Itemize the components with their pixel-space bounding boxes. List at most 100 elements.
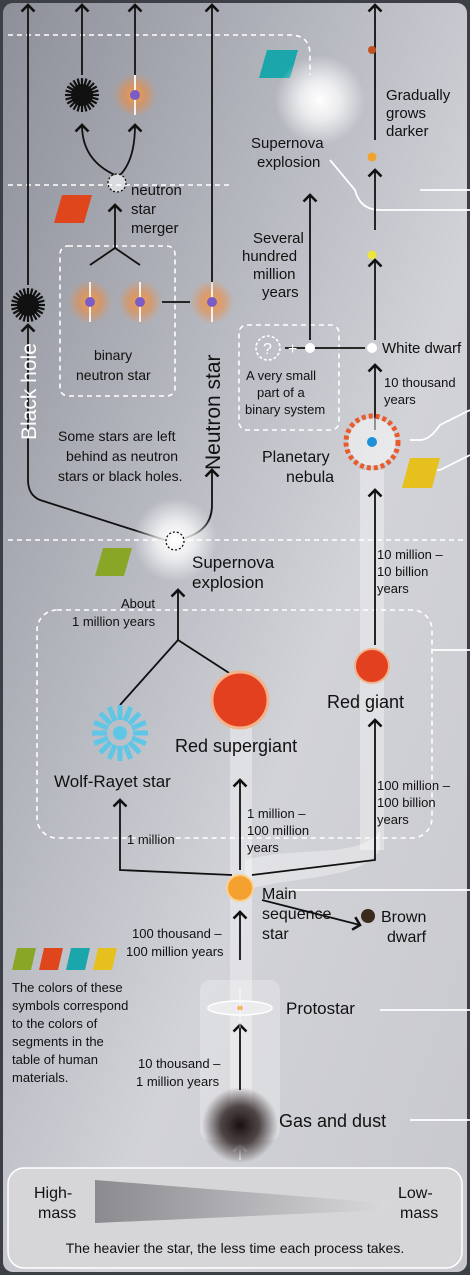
legend-note-5: table of human (12, 1052, 98, 1067)
mass-scale-panel (7, 1167, 463, 1269)
neutron-star-icon (113, 73, 157, 117)
legend-note-3: to the colors of (12, 1016, 98, 1031)
cooling-dot-yellow (367, 250, 377, 260)
left-behind-note-3: stars or black holes. (58, 468, 183, 484)
high-mass-label-2: mass (38, 1205, 76, 1222)
merger-label-1: neutron (131, 182, 182, 199)
gradually-label-1: Gradually (386, 87, 451, 104)
black-hole-icon (11, 288, 45, 322)
supernova-top-glow (275, 55, 365, 145)
mass-wedge (95, 1180, 385, 1223)
red-supergiant-icon (210, 670, 270, 730)
planetary-nebula-label-2: nebula (286, 469, 334, 486)
gradually-label-3: darker (386, 123, 429, 140)
high-mass-label-1: High- (34, 1185, 72, 1202)
hundred-million-label-4: years (262, 284, 299, 301)
one-million-range-3: years (247, 840, 279, 855)
supernova-top-label-1: Supernova (251, 135, 324, 152)
ten-million-label-3: years (377, 581, 409, 596)
unknown-companion-icon (255, 335, 281, 361)
legend-swatch-orange (39, 948, 63, 970)
hundred-million-label-1: Several (253, 230, 304, 247)
legend-note-1: The colors of these (12, 980, 123, 995)
legend-swatch-green (12, 948, 36, 970)
planetary-nebula-label-1: Planetary (262, 449, 330, 466)
wolf-rayet-icon (92, 705, 148, 761)
hundred-thousand-label-2: 100 million years (126, 944, 224, 959)
about-million-label-1: About (121, 596, 155, 611)
yellow-marker (402, 458, 440, 488)
wolf-rayet-label: Wolf-Rayet star (54, 772, 171, 791)
legend-note-6: materials. (12, 1070, 68, 1085)
main-sequence-label-1: Main (262, 886, 297, 903)
legend-note-4: segments in the (12, 1034, 104, 1049)
about-million-label-2: 1 million years (72, 614, 156, 629)
protostar-label: Protostar (286, 999, 355, 1018)
brown-dwarf-icon (361, 909, 375, 923)
supernova-main-label-2: explosion (192, 573, 264, 592)
hundred-million-label-3: million (253, 266, 296, 283)
ten-million-label-1: 10 million – (377, 547, 444, 562)
main-sequence-icon (226, 874, 254, 902)
left-behind-note-2: behind as neutron (66, 448, 178, 464)
cooling-dot-orange (367, 152, 377, 162)
hundred-thousand-label-1: 100 thousand – (132, 926, 222, 941)
plus-sign: + (288, 341, 297, 358)
binary-system-note-2: part of a (257, 385, 305, 400)
low-mass-label-1: Low- (398, 1185, 433, 1202)
orange-marker (54, 195, 92, 223)
neutron-star-label: Neutron star (202, 354, 225, 470)
legend-swatches (12, 948, 117, 970)
gas-and-dust-cloud (202, 1087, 278, 1163)
supernova-main-glow (133, 498, 217, 582)
ten-thousand-million-label-1: 10 thousand – (138, 1056, 221, 1071)
neutron-star-icon (118, 280, 162, 324)
black-hole-top-icon (65, 78, 99, 112)
binary-companion-dot (305, 343, 315, 353)
merger-label-3: merger (131, 220, 179, 237)
ten-million-label-2: 10 billion (377, 564, 428, 579)
red-supergiant-label: Red supergiant (175, 736, 297, 756)
white-dwarf-dot (367, 343, 377, 353)
merger-label-2: star (131, 201, 156, 218)
cooling-dot-dark (368, 46, 376, 54)
background-panel (3, 3, 467, 1272)
green-marker (95, 548, 132, 576)
brown-dwarf-label-2: dwarf (387, 929, 427, 946)
merger-node (107, 173, 127, 193)
one-million-range-2: 100 million (247, 823, 309, 838)
one-million-label: 1 million (127, 832, 175, 847)
bottom-caption: The heavier the star, the less time each… (66, 1240, 405, 1256)
neutron-star-icon (190, 280, 234, 324)
protostar-icon (207, 988, 273, 1028)
planetary-nebula-icon (343, 413, 401, 471)
supernova-main-core (165, 531, 185, 551)
hundred-million-range-2: 100 billion (377, 795, 436, 810)
brown-dwarf-label-1: Brown (381, 909, 426, 926)
legend-swatch-yellow (93, 948, 117, 970)
red-giant-label: Red giant (327, 692, 404, 712)
table-connectors (288, 159, 470, 1121)
ten-thousand-label-2: years (384, 392, 416, 407)
red-giant-icon (354, 648, 390, 684)
binary-label-2: neutron star (76, 367, 151, 383)
neutron-star-icon (68, 280, 112, 324)
supernova-main-label-1: Supernova (192, 553, 275, 572)
left-behind-note-1: Some stars are left (58, 428, 176, 444)
one-million-range-1: 1 million – (247, 806, 306, 821)
neutron-stars (68, 73, 234, 324)
supernova-top-label-2: explosion (257, 154, 320, 171)
hundred-million-range-3: years (377, 812, 409, 827)
ten-thousand-million-label-2: 1 million years (136, 1074, 220, 1089)
binary-system-note-3: binary system (245, 402, 325, 417)
low-mass-label-2: mass (400, 1205, 438, 1222)
black-hole-label: Black hole (18, 343, 41, 440)
gradually-label-2: grows (386, 105, 426, 122)
main-sequence-label-2: sequence (262, 906, 331, 923)
hundred-million-range-1: 100 million – (377, 778, 451, 793)
question-mark: ? (263, 341, 272, 358)
white-dwarf-label: White dwarf (382, 340, 462, 357)
hundred-million-label-2: hundred (242, 248, 297, 265)
